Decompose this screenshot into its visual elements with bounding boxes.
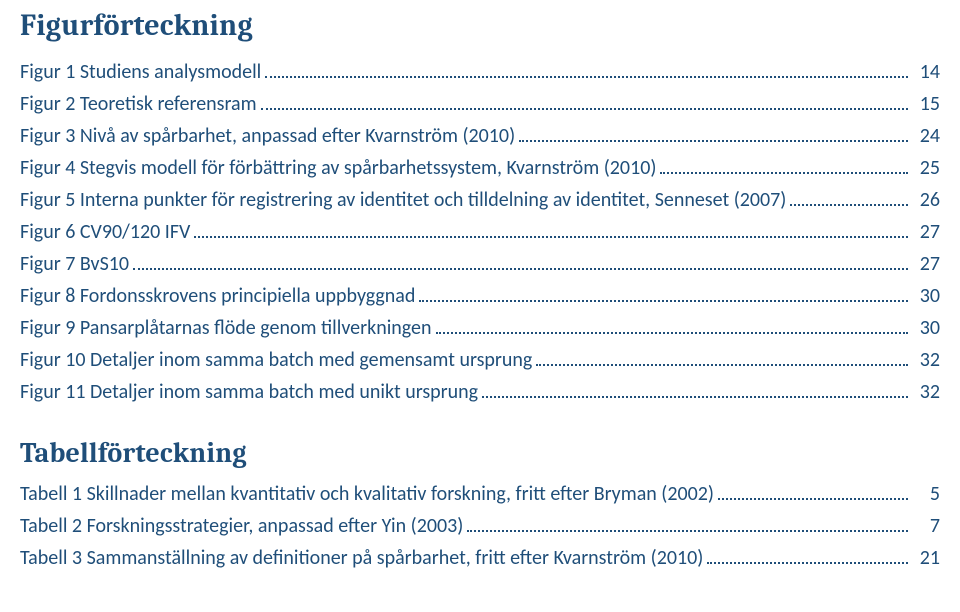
table-entry-row[interactable]: Tabell 1 Skillnader mellan kvantitativ o… bbox=[20, 481, 940, 507]
figure-entry-row[interactable]: Figur 2 Teoretisk referensram 15 bbox=[20, 91, 940, 117]
table-entry-page: 21 bbox=[912, 545, 940, 571]
figure-entry-label: Figur 6 CV90/120 IFV bbox=[20, 219, 190, 245]
figure-entry-page: 32 bbox=[912, 379, 940, 405]
toc-leader-dots bbox=[419, 300, 908, 302]
figures-heading: Figurförteckning bbox=[20, 8, 940, 43]
figure-entry-page: 15 bbox=[912, 91, 940, 117]
figure-entry-label: Figur 11 Detaljer inom samma batch med u… bbox=[20, 379, 478, 405]
toc-leader-dots bbox=[519, 140, 908, 142]
figure-entry-row[interactable]: Figur 1 Studiens analysmodell 14 bbox=[20, 59, 940, 85]
figure-entry-label: Figur 9 Pansarplåtarnas flöde genom till… bbox=[20, 315, 432, 341]
toc-leader-dots bbox=[467, 530, 908, 532]
table-entry-label: Tabell 2 Forskningsstrategier, anpassad … bbox=[20, 513, 463, 539]
figure-entry-row[interactable]: Figur 9 Pansarplåtarnas flöde genom till… bbox=[20, 315, 940, 341]
table-entry-label: Tabell 3 Sammanställning av definitioner… bbox=[20, 545, 703, 571]
table-entry-page: 5 bbox=[912, 481, 940, 507]
table-entry-page: 7 bbox=[912, 513, 940, 539]
section-gap bbox=[20, 405, 940, 419]
figure-entry-page: 24 bbox=[912, 123, 940, 149]
figure-entry-label: Figur 3 Nivå av spårbarhet, anpassad eft… bbox=[20, 123, 515, 149]
toc-leader-dots bbox=[707, 562, 908, 564]
figure-entry-label: Figur 4 Stegvis modell för förbättring a… bbox=[20, 155, 656, 181]
toc-leader-dots bbox=[536, 364, 908, 366]
figure-entry-page: 14 bbox=[912, 59, 940, 85]
figure-entry-label: Figur 7 BvS10 bbox=[20, 251, 129, 277]
table-entry-row[interactable]: Tabell 3 Sammanställning av definitioner… bbox=[20, 545, 940, 571]
table-entry-label: Tabell 1 Skillnader mellan kvantitativ o… bbox=[20, 481, 714, 507]
figure-entry-row[interactable]: Figur 10 Detaljer inom samma batch med g… bbox=[20, 347, 940, 373]
figure-entry-page: 32 bbox=[912, 347, 940, 373]
figure-entry-row[interactable]: Figur 4 Stegvis modell för förbättring a… bbox=[20, 155, 940, 181]
figure-entry-label: Figur 5 Interna punkter för registrering… bbox=[20, 187, 786, 213]
page-root: Figurförteckning Figur 1 Studiens analys… bbox=[0, 0, 960, 612]
figure-entry-page: 26 bbox=[912, 187, 940, 213]
toc-leader-dots bbox=[660, 172, 908, 174]
toc-leader-dots bbox=[194, 236, 908, 238]
figure-entry-row[interactable]: Figur 7 BvS10 27 bbox=[20, 251, 940, 277]
figure-entry-label: Figur 1 Studiens analysmodell bbox=[20, 59, 261, 85]
toc-leader-dots bbox=[436, 332, 908, 334]
figure-entry-row[interactable]: Figur 3 Nivå av spårbarhet, anpassad eft… bbox=[20, 123, 940, 149]
toc-leader-dots bbox=[261, 108, 908, 110]
figure-entry-page: 30 bbox=[912, 283, 940, 309]
figure-entry-page: 25 bbox=[912, 155, 940, 181]
figure-entry-page: 27 bbox=[912, 251, 940, 277]
figure-entry-page: 27 bbox=[912, 219, 940, 245]
figure-entry-page: 30 bbox=[912, 315, 940, 341]
figure-entry-label: Figur 8 Fordonsskrovens principiella upp… bbox=[20, 283, 415, 309]
figure-entry-row[interactable]: Figur 11 Detaljer inom samma batch med u… bbox=[20, 379, 940, 405]
toc-leader-dots bbox=[265, 76, 908, 78]
tables-toc: Tabell 1 Skillnader mellan kvantitativ o… bbox=[20, 475, 940, 571]
table-entry-row[interactable]: Tabell 2 Forskningsstrategier, anpassad … bbox=[20, 513, 940, 539]
toc-leader-dots bbox=[482, 396, 908, 398]
toc-leader-dots bbox=[790, 204, 908, 206]
toc-leader-dots bbox=[718, 498, 908, 500]
tables-heading: Tabellförteckning bbox=[20, 437, 940, 469]
figure-entry-label: Figur 10 Detaljer inom samma batch med g… bbox=[20, 347, 532, 373]
figure-entry-row[interactable]: Figur 8 Fordonsskrovens principiella upp… bbox=[20, 283, 940, 309]
figure-entry-row[interactable]: Figur 6 CV90/120 IFV 27 bbox=[20, 219, 940, 245]
figure-entry-row[interactable]: Figur 5 Interna punkter för registrering… bbox=[20, 187, 940, 213]
figures-toc: Figur 1 Studiens analysmodell 14 Figur 2 T… bbox=[20, 53, 940, 405]
toc-leader-dots bbox=[133, 268, 908, 270]
figure-entry-label: Figur 2 Teoretisk referensram bbox=[20, 91, 257, 117]
